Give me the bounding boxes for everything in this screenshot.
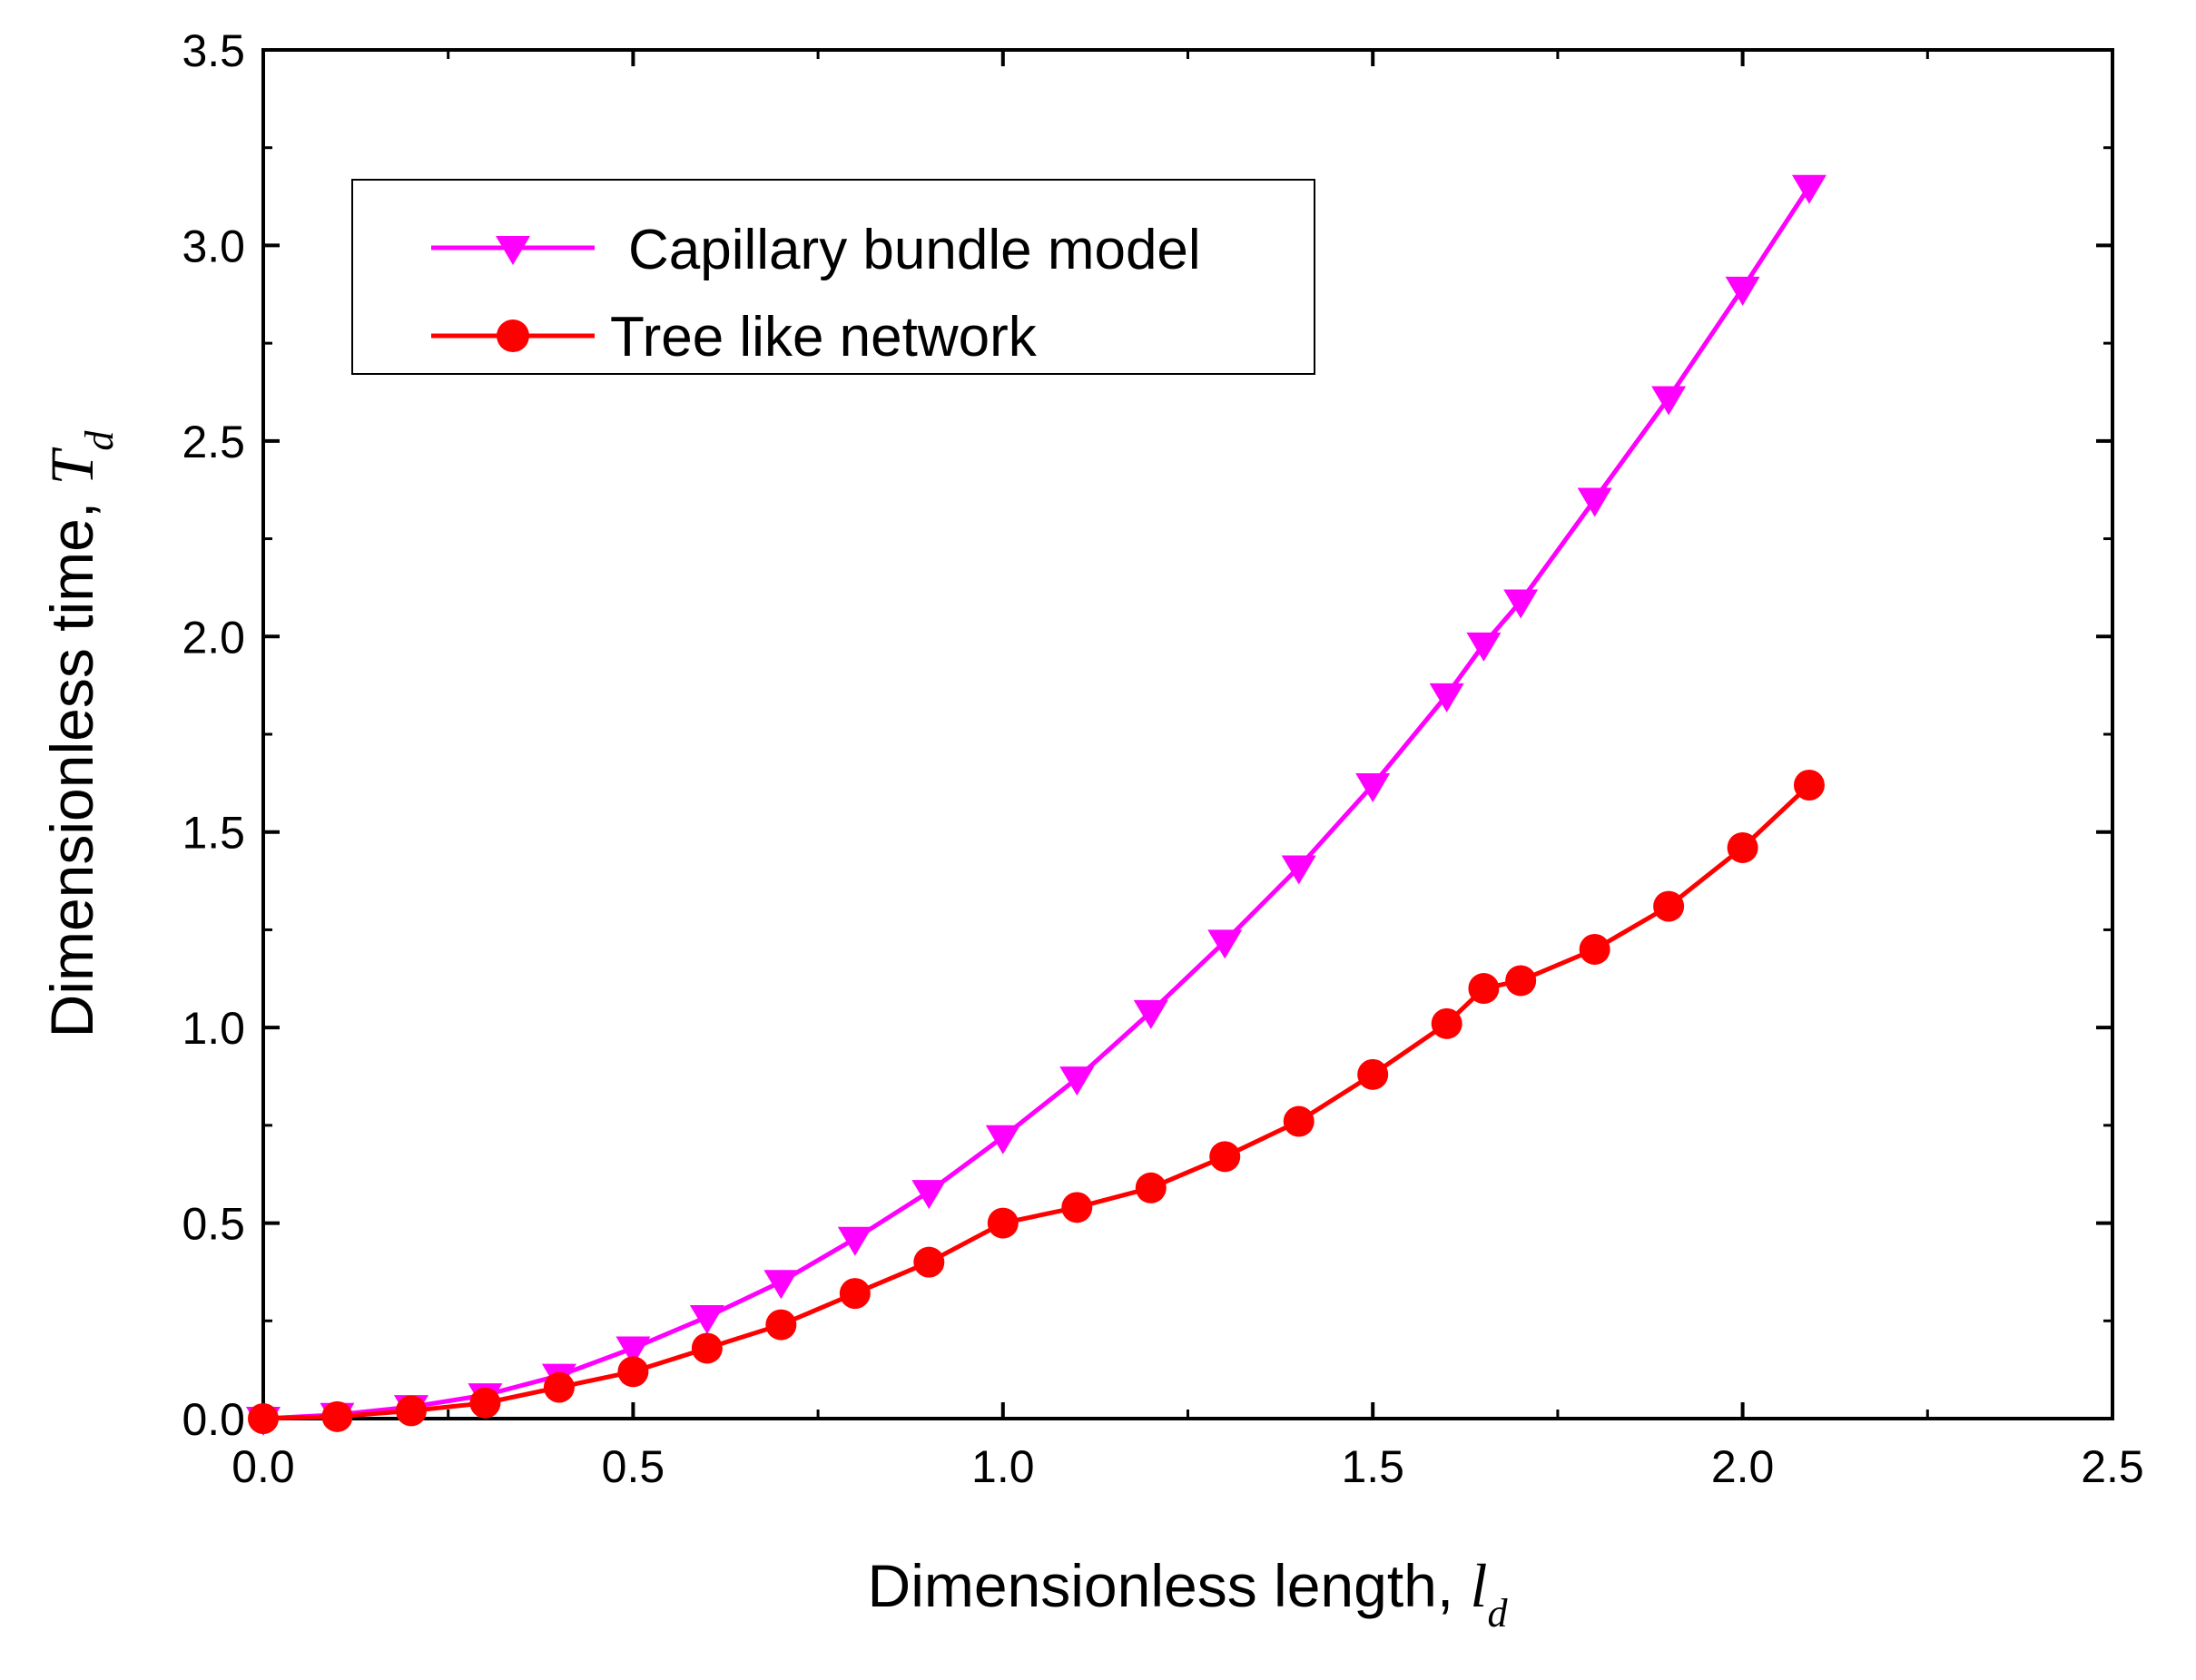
series-markers <box>246 174 1827 1436</box>
data-point-tree <box>617 1356 649 1388</box>
data-point-tree <box>987 1207 1019 1239</box>
data-point-capillary <box>615 1336 651 1366</box>
data-point-capillary <box>1133 999 1168 1029</box>
data-point-tree <box>839 1278 871 1310</box>
data-point-tree <box>1135 1172 1167 1204</box>
x-tick-label: 0.5 <box>602 1441 665 1492</box>
data-point-tree <box>765 1309 797 1341</box>
data-point-tree <box>543 1371 575 1403</box>
data-point-tree <box>1579 933 1610 965</box>
data-point-capillary <box>1651 386 1687 416</box>
data-point-tree <box>1505 965 1537 997</box>
legend-swatch-marker-capillary <box>496 236 530 265</box>
axis-ticks: 0.0 0.5 1.0 1.5 2.0 2.5 0.0 0.5 1.0 1.5 2.0 2.5 3.0 3… <box>182 25 2143 1492</box>
data-point-capillary <box>1281 855 1316 885</box>
data-point-tree <box>395 1395 427 1427</box>
data-point-tree <box>1653 890 1685 922</box>
legend: Capillary bundle model Tree like network <box>351 179 1315 375</box>
y-tick-label: 3.5 <box>182 25 245 76</box>
data-point-capillary <box>1725 276 1760 306</box>
legend-swatch-marker-tree <box>497 319 529 352</box>
y-tick-label: 2.5 <box>182 417 245 467</box>
x-tick-label: 2.5 <box>2081 1441 2144 1492</box>
data-point-capillary <box>1059 1066 1095 1096</box>
x-tick-label: 1.5 <box>1341 1441 1404 1492</box>
y-tick-label: 3.0 <box>182 221 245 271</box>
data-point-capillary <box>837 1226 872 1256</box>
data-point-tree <box>1793 770 1825 801</box>
data-point-capillary <box>1207 929 1243 959</box>
data-point-capillary <box>1355 773 1391 803</box>
data-point-tree <box>321 1400 353 1432</box>
data-point-tree <box>1209 1141 1241 1173</box>
legend-label-capillary: Capillary bundle model <box>628 219 1201 281</box>
x-tick-label: 2.0 <box>1711 1441 1775 1492</box>
data-point-tree <box>1283 1105 1315 1137</box>
legend-label-tree: Tree like network <box>610 306 1038 368</box>
x-tick-label: 0.0 <box>231 1441 295 1492</box>
data-point-tree <box>1357 1058 1389 1090</box>
data-point-capillary <box>1429 683 1464 712</box>
y-axis-title: Dimensionless time, Td <box>37 430 122 1038</box>
data-point-capillary <box>911 1180 947 1210</box>
y-tick-label: 0.0 <box>182 1394 245 1445</box>
data-point-capillary <box>1466 632 1502 662</box>
data-point-tree <box>1431 1007 1462 1039</box>
y-tick-label: 2.0 <box>182 612 245 663</box>
data-point-capillary <box>985 1125 1020 1154</box>
data-point-tree <box>1727 831 1758 863</box>
data-point-tree <box>913 1246 945 1278</box>
x-tick-label: 1.0 <box>971 1441 1035 1492</box>
series-line-1 <box>262 783 1811 1421</box>
data-point-tree <box>469 1387 501 1419</box>
data-point-capillary <box>1577 487 1612 517</box>
data-point-tree <box>1061 1192 1093 1223</box>
y-tick-label: 1.0 <box>182 1003 245 1054</box>
y-tick-label: 1.5 <box>182 808 245 859</box>
data-point-capillary <box>689 1304 724 1334</box>
data-point-capillary <box>1791 174 1827 204</box>
y-tick-label: 0.5 <box>182 1199 245 1250</box>
data-point-capillary <box>1503 589 1539 619</box>
x-axis-title: Dimensionless length, ld <box>868 1551 1509 1636</box>
data-point-tree <box>248 1403 279 1434</box>
data-point-capillary <box>763 1270 799 1300</box>
data-point-tree <box>1468 973 1500 1005</box>
data-point-tree <box>691 1332 723 1364</box>
